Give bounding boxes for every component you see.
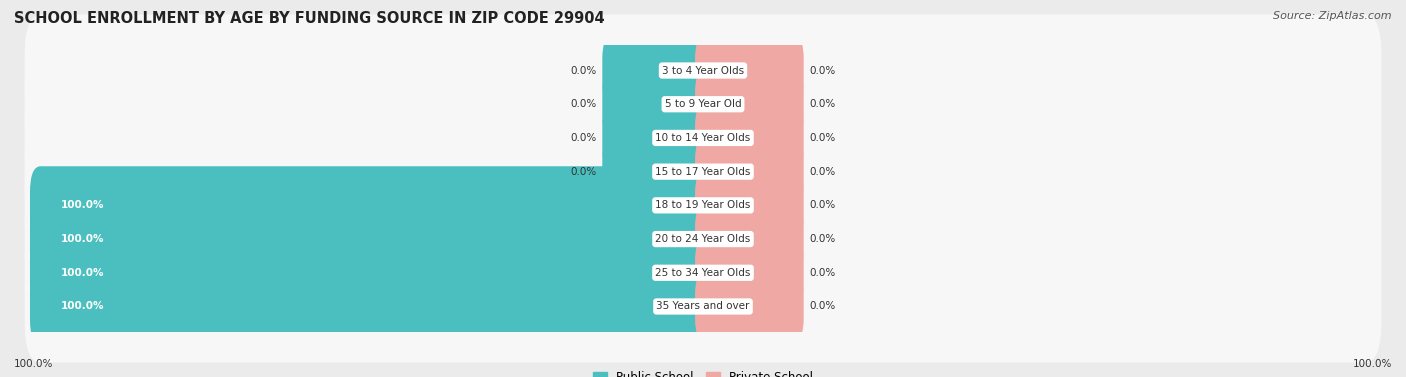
Text: Source: ZipAtlas.com: Source: ZipAtlas.com: [1274, 11, 1392, 21]
Text: 100.0%: 100.0%: [60, 302, 104, 311]
Text: 18 to 19 Year Olds: 18 to 19 Year Olds: [655, 200, 751, 210]
FancyBboxPatch shape: [30, 200, 714, 278]
Text: 0.0%: 0.0%: [808, 234, 835, 244]
FancyBboxPatch shape: [695, 274, 804, 339]
Text: 100.0%: 100.0%: [60, 268, 104, 278]
FancyBboxPatch shape: [25, 251, 1381, 362]
Text: 0.0%: 0.0%: [808, 99, 835, 109]
FancyBboxPatch shape: [25, 15, 1381, 126]
Text: 0.0%: 0.0%: [571, 99, 598, 109]
Text: 0.0%: 0.0%: [571, 133, 598, 143]
Text: 0.0%: 0.0%: [808, 200, 835, 210]
FancyBboxPatch shape: [695, 241, 804, 305]
FancyBboxPatch shape: [695, 207, 804, 271]
FancyBboxPatch shape: [602, 106, 711, 170]
Text: 100.0%: 100.0%: [60, 200, 104, 210]
Text: 0.0%: 0.0%: [808, 302, 835, 311]
Text: 0.0%: 0.0%: [808, 167, 835, 177]
Text: 35 Years and over: 35 Years and over: [657, 302, 749, 311]
Text: 0.0%: 0.0%: [808, 133, 835, 143]
FancyBboxPatch shape: [602, 72, 711, 136]
Text: 0.0%: 0.0%: [571, 66, 598, 75]
Text: 0.0%: 0.0%: [808, 268, 835, 278]
FancyBboxPatch shape: [25, 48, 1381, 160]
FancyBboxPatch shape: [30, 166, 714, 244]
Text: 3 to 4 Year Olds: 3 to 4 Year Olds: [662, 66, 744, 75]
FancyBboxPatch shape: [695, 38, 804, 103]
FancyBboxPatch shape: [25, 82, 1381, 194]
Text: 5 to 9 Year Old: 5 to 9 Year Old: [665, 99, 741, 109]
Text: 15 to 17 Year Olds: 15 to 17 Year Olds: [655, 167, 751, 177]
FancyBboxPatch shape: [695, 72, 804, 136]
Text: 100.0%: 100.0%: [14, 359, 53, 369]
FancyBboxPatch shape: [25, 183, 1381, 295]
FancyBboxPatch shape: [602, 38, 711, 103]
Legend: Public School, Private School: Public School, Private School: [588, 366, 818, 377]
Text: 10 to 14 Year Olds: 10 to 14 Year Olds: [655, 133, 751, 143]
FancyBboxPatch shape: [695, 173, 804, 238]
FancyBboxPatch shape: [30, 234, 714, 312]
FancyBboxPatch shape: [25, 149, 1381, 261]
FancyBboxPatch shape: [30, 267, 714, 346]
FancyBboxPatch shape: [25, 217, 1381, 329]
FancyBboxPatch shape: [695, 106, 804, 170]
Text: 0.0%: 0.0%: [571, 167, 598, 177]
FancyBboxPatch shape: [602, 139, 711, 204]
FancyBboxPatch shape: [25, 116, 1381, 228]
Text: 100.0%: 100.0%: [1353, 359, 1392, 369]
Text: SCHOOL ENROLLMENT BY AGE BY FUNDING SOURCE IN ZIP CODE 29904: SCHOOL ENROLLMENT BY AGE BY FUNDING SOUR…: [14, 11, 605, 26]
Text: 20 to 24 Year Olds: 20 to 24 Year Olds: [655, 234, 751, 244]
Text: 100.0%: 100.0%: [60, 234, 104, 244]
Text: 0.0%: 0.0%: [808, 66, 835, 75]
Text: 25 to 34 Year Olds: 25 to 34 Year Olds: [655, 268, 751, 278]
FancyBboxPatch shape: [695, 139, 804, 204]
